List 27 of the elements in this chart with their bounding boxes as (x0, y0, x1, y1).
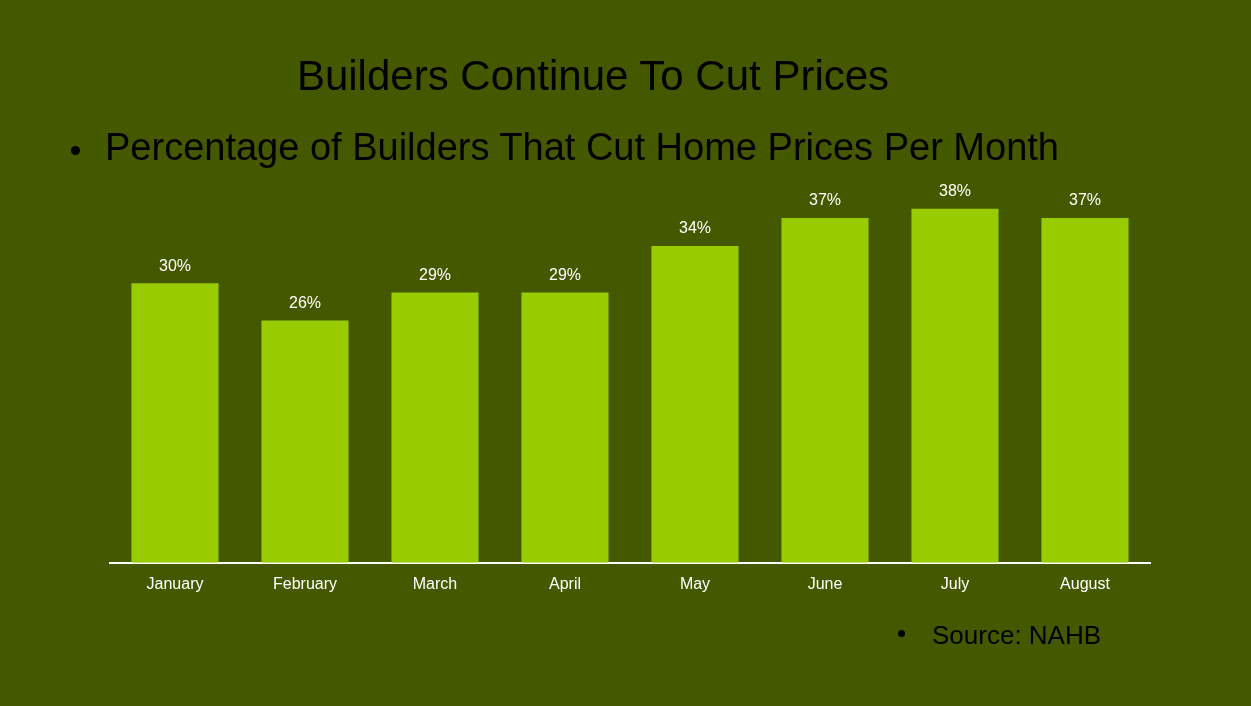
x-tick-label: July (940, 574, 970, 592)
x-tick-label: February (272, 574, 338, 592)
data-label: 34% (678, 219, 712, 237)
chart-subtitle: Percentage of Builders That Cut Home Prices Per Month (105, 126, 1059, 169)
data-label: 26% (288, 293, 322, 311)
bar (261, 320, 349, 563)
x-tick-label: June (807, 574, 843, 592)
x-tick-label: April (548, 574, 582, 592)
x-tick-label: August (1060, 574, 1111, 592)
x-tick-label: May (679, 574, 711, 592)
data-label: 38% (938, 182, 972, 200)
data-label: 30% (158, 256, 192, 274)
source-note: Source: NAHB (932, 620, 1102, 651)
bar (1041, 217, 1129, 563)
x-tick-label: January (146, 574, 204, 592)
data-label: 37% (808, 191, 842, 209)
data-label: 29% (548, 265, 582, 283)
data-label: 37% (1068, 191, 1102, 209)
bar (651, 245, 739, 563)
bar (521, 292, 609, 563)
x-tick-label: March (412, 574, 458, 592)
bar (781, 217, 869, 563)
bar (911, 208, 999, 563)
chart-title: Builders Continue To Cut Prices (295, 52, 891, 100)
bar (131, 283, 219, 563)
data-label: 29% (418, 265, 452, 283)
bar (391, 292, 479, 563)
